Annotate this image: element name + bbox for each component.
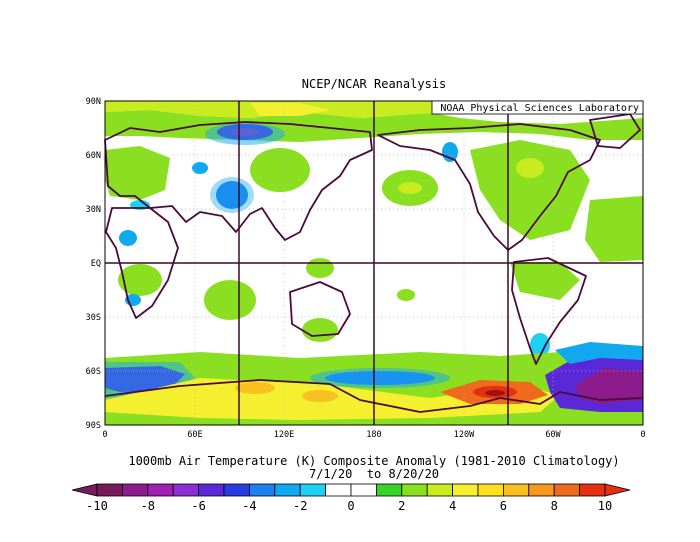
colorbar-tick-label: 8 xyxy=(551,499,558,513)
anomaly-australia-green xyxy=(302,318,338,342)
colorbar-swatch xyxy=(96,483,123,497)
lon-label: 60E xyxy=(187,430,202,440)
antarctica-outline xyxy=(104,379,644,413)
colorbar-tick-label: 2 xyxy=(398,499,405,513)
anomaly-asia-green xyxy=(250,148,310,192)
colorbar-swatch xyxy=(579,483,606,497)
colorbar-arrow-left xyxy=(71,483,98,497)
colorbar-swatch xyxy=(198,483,225,497)
lon-label: 120E xyxy=(274,430,294,440)
colorbar: -10 -8 -6 -4 -2 0 2 4 6 8 10 xyxy=(71,483,631,513)
anomaly-arctic-yellow xyxy=(250,103,330,116)
lon-label: 0 xyxy=(102,430,107,440)
lon-label: 120W xyxy=(454,430,475,440)
colorbar-swatch xyxy=(452,483,479,497)
colorbar-tick-label: 10 xyxy=(598,499,612,513)
colorbar-swatch xyxy=(325,483,352,497)
colorbar-swatch xyxy=(147,483,174,497)
colorbar-tick-label: -6 xyxy=(191,499,205,513)
lon-label: 180 xyxy=(366,430,381,440)
colorbar-tick-label: -8 xyxy=(141,499,155,513)
anomaly-so-cyan-central xyxy=(310,368,450,388)
colorbar-swatch xyxy=(248,483,276,497)
africa-outline xyxy=(105,207,179,319)
colorbar-swatch xyxy=(223,483,250,497)
anomaly-tibet-cyan xyxy=(210,177,254,213)
lat-axis-labels: 90N 60N 30N EQ 30S 60S 90S xyxy=(86,97,101,431)
credit-label: NOAA Physical Sciences Laboratory xyxy=(440,103,639,114)
lat-label: 90N xyxy=(86,97,101,107)
eurasia-outline xyxy=(104,121,373,241)
anomaly-epac-green xyxy=(510,262,580,300)
lon-label: 60W xyxy=(545,430,561,440)
lat-label: 30S xyxy=(86,313,101,323)
credit-box xyxy=(431,100,644,115)
lat-label: 90S xyxy=(86,421,101,431)
anomaly-caspian-blue xyxy=(192,162,208,174)
anomaly-pacific-yellow xyxy=(398,182,422,194)
map-title: NCEP/NCAR Reanalysis xyxy=(302,77,447,91)
colorbar-swatch xyxy=(502,483,530,497)
lat-label: 60S xyxy=(86,367,101,377)
anomaly-weddell-cyan xyxy=(555,342,643,364)
anomaly-alaska-blue xyxy=(442,142,458,162)
anomaly-siberia-cool-ring xyxy=(205,123,285,145)
anomaly-africa-green xyxy=(118,264,162,296)
lon-axis-labels: 0 60E 120E 180 120W 60W 0 xyxy=(102,430,645,440)
lat-label: 60N xyxy=(86,151,101,161)
colorbar-swatch xyxy=(122,483,149,497)
colorbar-swatch xyxy=(553,483,581,497)
anomaly-europe-green xyxy=(105,146,170,200)
colorbar-swatch xyxy=(477,483,504,497)
caption-line-2: 7/1/20 to 8/20/20 xyxy=(309,467,439,481)
colorbar-tick-label: -4 xyxy=(242,499,256,513)
anomaly-antarctic-orange-a xyxy=(235,382,275,394)
caption-line-1: 1000mb Air Temperature (K) Composite Ano… xyxy=(128,454,619,468)
anomaly-indian-green xyxy=(204,280,256,320)
colorbar-swatch xyxy=(528,483,555,497)
colorbar-swatch xyxy=(375,483,403,497)
anomaly-antarctic-orange-b xyxy=(302,390,338,402)
colorbar-swatch xyxy=(350,483,377,497)
map-plot-area: NOAA Physical Sciences Laboratory xyxy=(104,100,644,426)
anomaly-spac-green xyxy=(397,289,415,301)
anomaly-namerica-green xyxy=(470,140,590,240)
colorbar-swatch xyxy=(426,483,454,497)
colorbar-swatch xyxy=(274,483,301,497)
lat-label: 30N xyxy=(86,205,101,215)
australia-outline xyxy=(289,281,351,337)
frame-lines xyxy=(105,101,643,425)
colorbar-swatch xyxy=(172,483,199,497)
anomaly-antarctic-darkred xyxy=(485,390,505,396)
anomaly-atlantic-green xyxy=(585,196,643,262)
anomaly-samerica-cyan xyxy=(530,333,550,357)
map-border xyxy=(104,100,644,426)
colorbar-tick-label: -2 xyxy=(293,499,307,513)
colorbar-tick-label: 4 xyxy=(449,499,456,513)
anomaly-weddell-magenta xyxy=(575,368,643,404)
colorbar-tick-label: 0 xyxy=(347,499,354,513)
anomaly-africa-blue xyxy=(119,230,137,246)
colorbar-tick-label: -10 xyxy=(86,499,108,513)
anomaly-tibet-blue xyxy=(216,181,248,209)
north-america-outline xyxy=(377,123,601,251)
continent-outlines xyxy=(104,113,644,413)
anomaly-namerica-yellow xyxy=(516,158,544,178)
colorbar-swatch xyxy=(401,483,428,497)
lon-label: 0 xyxy=(640,430,645,440)
colorbar-arrow-right xyxy=(604,483,631,497)
colorbar-tick-label: 6 xyxy=(500,499,507,513)
greenland-outline xyxy=(589,113,641,149)
south-america-outline xyxy=(511,257,587,365)
colorbar-swatch xyxy=(299,483,327,497)
lat-label: EQ xyxy=(91,259,101,269)
anomaly-wpac-green xyxy=(306,258,334,278)
